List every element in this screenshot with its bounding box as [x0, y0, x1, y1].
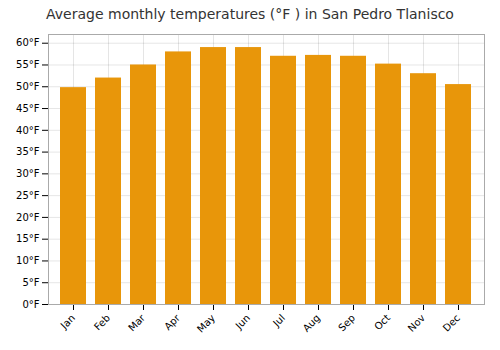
svg-text:Jul: Jul [270, 312, 287, 329]
svg-text:Feb: Feb [92, 312, 112, 332]
svg-text:50°F: 50°F [16, 81, 40, 92]
html-text:Average monthly temperatures (: Average monthly temperatures (°F ) in Sa… [46, 6, 454, 22]
svg-text:Mar: Mar [126, 312, 148, 334]
svg-text:Dec: Dec [441, 312, 462, 333]
svg-text:10°F: 10°F [16, 255, 40, 266]
svg-text:Jun: Jun [233, 312, 253, 332]
svg-text:Jan: Jan [58, 312, 77, 331]
svg-text:Nov: Nov [406, 312, 428, 334]
svg-text:0°F: 0°F [22, 299, 39, 310]
svg-text:30°F: 30°F [16, 168, 40, 179]
svg-text:55°F: 55°F [16, 59, 40, 70]
svg-text:Aug: Aug [301, 312, 323, 334]
svg-text:May: May [195, 312, 217, 334]
svg-text:40°F: 40°F [16, 125, 40, 136]
svg-text:15°F: 15°F [16, 233, 40, 244]
svg-text:Oct: Oct [372, 312, 392, 332]
svg-text:45°F: 45°F [16, 103, 40, 114]
svg-text:35°F: 35°F [16, 146, 40, 157]
svg-text:Apr: Apr [162, 312, 183, 333]
svg-text:20°F: 20°F [16, 212, 40, 223]
svg-text:25°F: 25°F [16, 190, 40, 201]
svg-text:Sep: Sep [336, 312, 357, 333]
svg-text:60°F: 60°F [16, 37, 40, 48]
svg-text:5°F: 5°F [22, 277, 39, 288]
